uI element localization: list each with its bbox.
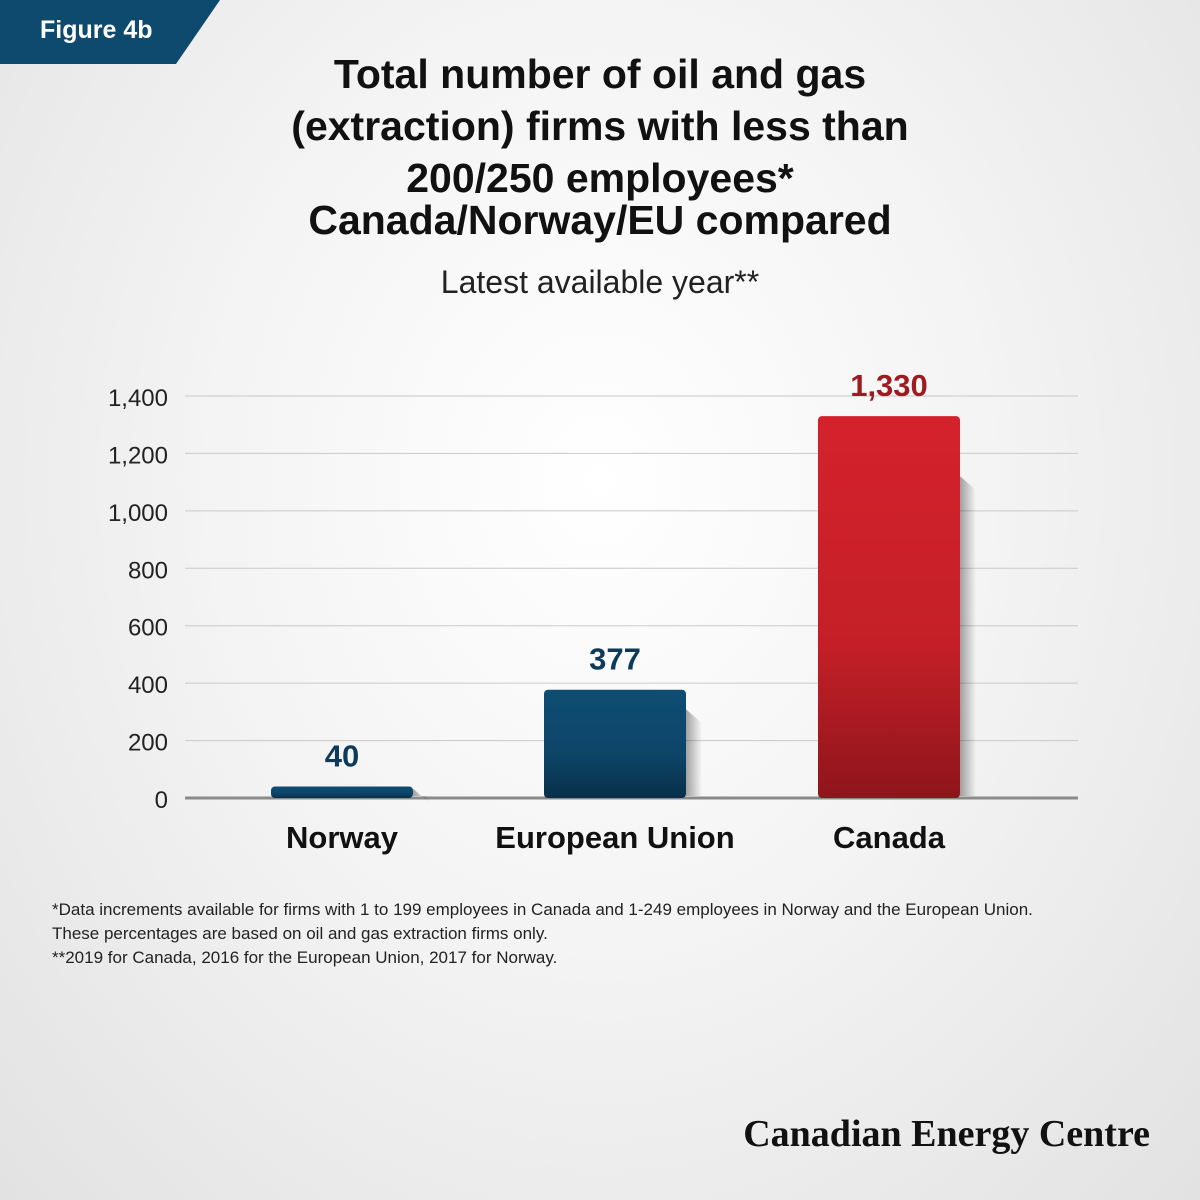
bar-canada xyxy=(818,416,960,798)
y-tick-label: 1,000 xyxy=(108,500,168,527)
bar-shadow xyxy=(413,788,429,803)
value-label: 1,330 xyxy=(850,368,928,403)
y-tick-label: 200 xyxy=(128,730,168,757)
bar-shadow xyxy=(960,476,976,796)
y-tick-label: 800 xyxy=(128,557,168,584)
x-category-label: Norway xyxy=(286,820,399,855)
value-label: 377 xyxy=(589,642,641,677)
title-line-1: Total number of oil and gas xyxy=(333,51,867,97)
footnote-1: *Data increments available for firms wit… xyxy=(52,900,1033,943)
figure-label: Figure 4b xyxy=(40,16,153,44)
y-tick-label: 600 xyxy=(128,615,168,642)
value-label: 40 xyxy=(325,739,359,774)
footnote-2: **2019 for Canada, 2016 for the European… xyxy=(52,948,558,967)
chart-title: Total number of oil and gas (extraction)… xyxy=(150,48,1050,204)
x-category-label: Canada xyxy=(833,820,946,855)
title-line-3: 200/250 employees* xyxy=(406,155,794,201)
bar-shadow xyxy=(686,709,702,796)
bar-european-union xyxy=(544,689,686,798)
y-tick-label: 1,200 xyxy=(108,442,168,469)
title-line-2: (extraction) firms with less than xyxy=(291,103,909,149)
figure-tag: Figure 4b xyxy=(0,0,220,64)
brand-logo-text: Canadian Energy Centre xyxy=(743,1113,1150,1155)
y-tick-label: 0 xyxy=(155,787,168,814)
y-tick-label: 400 xyxy=(128,672,168,699)
x-category-label: European Union xyxy=(495,820,734,855)
y-tick-label: 1,400 xyxy=(108,385,168,412)
chart-subtitle: Canada/Norway/EU compared xyxy=(308,197,892,243)
bar-norway xyxy=(271,786,413,798)
footnotes: *Data increments available for firms wit… xyxy=(52,898,1052,970)
chart-caption: Latest available year** xyxy=(440,264,760,300)
